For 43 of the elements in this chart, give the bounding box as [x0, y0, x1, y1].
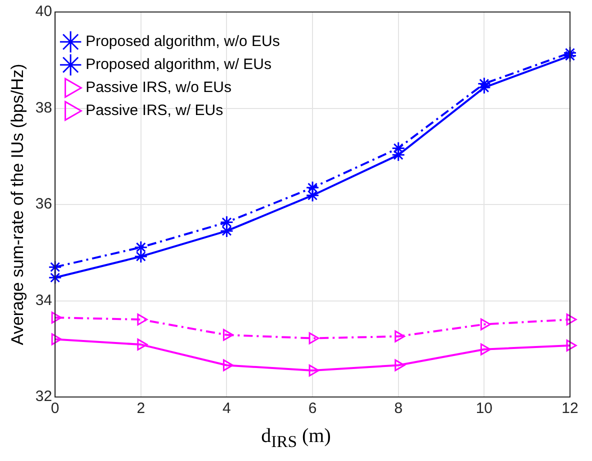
x-tick-label: 8 [394, 400, 403, 418]
point [480, 318, 491, 330]
point [48, 260, 62, 274]
x-tick-label: 6 [308, 400, 317, 418]
point [306, 188, 320, 202]
point [480, 343, 491, 356]
point [477, 76, 491, 90]
point [563, 46, 577, 60]
point [137, 314, 148, 326]
legend-label: Proposed algorithm, w/ EUs [86, 56, 272, 74]
point [566, 314, 577, 326]
point [51, 333, 62, 346]
x-tick-label: 12 [562, 400, 578, 418]
y-tick-label: 40 [35, 3, 52, 20]
point [220, 224, 234, 238]
legend-label: Passive IRS, w/o EUs [86, 79, 232, 96]
point [134, 250, 148, 264]
point [134, 240, 148, 254]
y-axis-title: Average sum-rate of the IUs (bps/Hz) [8, 64, 27, 346]
point [48, 270, 62, 284]
point [222, 359, 234, 372]
point [306, 180, 320, 194]
x-tick-label: 0 [50, 400, 60, 418]
point [563, 49, 577, 63]
x-axis-title: d$_{IRS}$ (m) [260, 425, 332, 452]
point [308, 364, 320, 376]
x-tick-label: 10 [476, 400, 493, 418]
y-tick-label: 38 [35, 99, 52, 116]
point [220, 216, 234, 230]
point [566, 340, 577, 352]
x-tick-label: 4 [222, 400, 231, 418]
legend-label: Proposed algorithm, w/o EUs [86, 33, 280, 50]
y-tick-label: 36 [35, 196, 52, 213]
point [137, 338, 148, 350]
point [394, 330, 406, 342]
point [394, 359, 406, 372]
point [308, 332, 320, 344]
legend-label: Passive IRS, w/ EUs [86, 102, 224, 120]
point [222, 328, 234, 341]
y-tick-label: 32 [35, 388, 52, 406]
y-tick-label: 34 [35, 292, 52, 309]
point [51, 312, 62, 324]
x-tick-label: 2 [136, 400, 146, 418]
